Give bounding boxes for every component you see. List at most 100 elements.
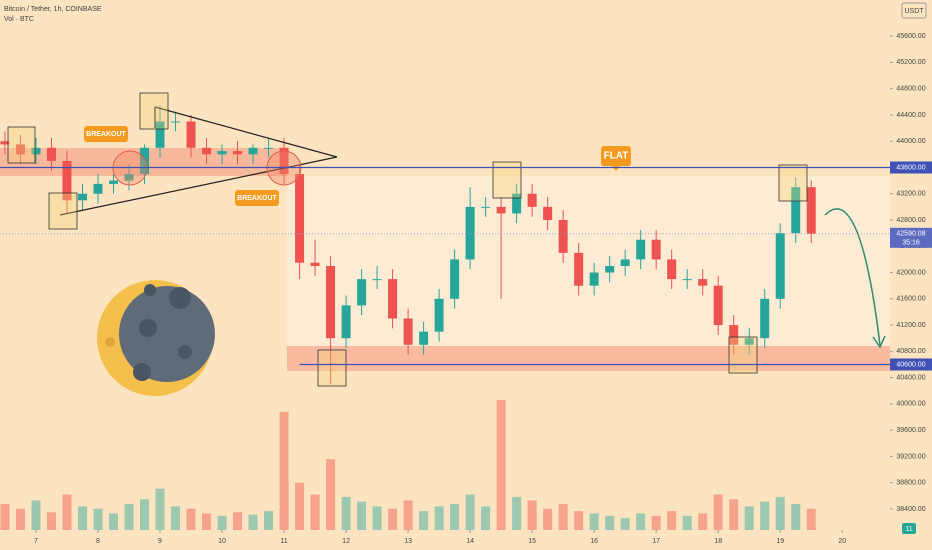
triangle-line <box>59 156 338 216</box>
candle-body <box>465 206 475 260</box>
volume-bar <box>806 508 816 530</box>
volume-bar <box>605 515 615 530</box>
candle-body <box>682 279 692 281</box>
annotation-pointer <box>612 166 620 171</box>
volume-bar <box>140 499 150 530</box>
volume-bar <box>46 512 56 530</box>
volume-bar <box>775 496 785 530</box>
crater <box>178 345 192 359</box>
candle-body <box>667 259 677 280</box>
volume-bar <box>698 513 708 530</box>
volume-bar <box>202 513 212 530</box>
volume-bar <box>512 496 522 530</box>
triangle-line <box>154 106 338 158</box>
volume-bar <box>682 515 692 530</box>
x-tick-label: 15 <box>528 538 536 545</box>
volume-bar <box>574 511 584 530</box>
candle-body <box>15 144 25 155</box>
candle-body <box>279 147 289 175</box>
annotation: BREAKOUT <box>86 131 126 138</box>
candle-body <box>651 239 661 260</box>
volume-bar <box>108 513 118 530</box>
candle-body <box>295 174 305 263</box>
currency: USDT <box>904 8 924 15</box>
volume-bar <box>93 508 103 530</box>
volume-bar <box>217 515 227 530</box>
y-tick-label: 42000.00 <box>896 269 925 276</box>
candle-body <box>496 206 506 214</box>
volume-bar <box>620 518 630 530</box>
volume-bar <box>434 506 444 530</box>
box <box>7 126 36 164</box>
x-tick-label: 8 <box>96 538 100 545</box>
box <box>48 192 78 230</box>
candle-body <box>202 147 212 155</box>
candle-body <box>388 279 398 319</box>
volume-bar <box>77 506 87 530</box>
annotation: BREAKOUT <box>237 195 277 202</box>
volume-bar <box>636 513 646 530</box>
level-tag <box>890 358 932 371</box>
y-tick-label: 38800.00 <box>896 480 925 487</box>
current-price-tag <box>890 227 932 248</box>
candle-body <box>512 193 522 214</box>
triangle <box>59 106 338 216</box>
candle-body <box>450 259 460 299</box>
candle-body <box>744 338 754 345</box>
candle-body <box>589 272 599 286</box>
candle-body <box>264 147 274 149</box>
volume-bar <box>186 508 196 530</box>
volume-bar <box>155 488 165 530</box>
x-tick-label: 7 <box>34 538 38 545</box>
countdown: 35:16 <box>902 240 920 247</box>
candle-body <box>636 239 646 260</box>
volume-bar <box>326 459 336 530</box>
volume-bar <box>481 506 491 530</box>
volume-bar <box>248 514 258 530</box>
y-tick-label: 44000.00 <box>896 138 925 145</box>
candle-body <box>326 265 336 339</box>
volume-bar <box>279 411 289 530</box>
symbol: Bitcoin / Tether, 1h, COINBASE <box>4 6 102 13</box>
volume-bar <box>233 512 243 530</box>
candle-body <box>171 121 181 123</box>
volume-bar <box>667 511 677 530</box>
candle-body <box>760 298 770 339</box>
candle-body <box>806 187 816 234</box>
volume-bar <box>419 511 429 530</box>
annotation-box <box>601 146 631 166</box>
candle-body <box>46 147 56 161</box>
y-tick-label: 45600.00 <box>896 33 925 40</box>
volume-bar <box>295 482 305 530</box>
volume-bar <box>62 494 72 530</box>
y-tick-label: 42800.00 <box>896 217 925 224</box>
moon <box>97 280 215 396</box>
moon-shadow <box>119 286 215 382</box>
volume-bar <box>0 504 10 530</box>
volume-bar <box>341 496 351 530</box>
candle-body <box>93 183 103 194</box>
candle-body <box>605 265 615 273</box>
candle-body <box>775 233 785 299</box>
candle-body <box>62 160 72 201</box>
y-tick-label: 41600.00 <box>896 296 925 303</box>
volume-bar <box>744 506 754 530</box>
projection-arrow <box>824 208 881 346</box>
candle-body <box>434 298 444 332</box>
x-tick-label: 16 <box>590 538 598 545</box>
volume-bar <box>589 513 599 530</box>
candle-body <box>108 180 118 184</box>
y-tick-label: 39200.00 <box>896 453 925 460</box>
candle-body <box>729 325 739 345</box>
volume-bar <box>264 511 274 530</box>
y-tick-label: 40800.00 <box>896 348 925 355</box>
price-axis <box>890 0 932 530</box>
y-tick-label: 40400.00 <box>896 374 925 381</box>
arrow-head <box>872 335 886 349</box>
badge-text: 11 <box>905 526 912 533</box>
crater <box>169 287 191 309</box>
candle-body <box>403 318 413 345</box>
candle-body <box>310 262 320 266</box>
x-tick-label: 11 <box>280 538 287 545</box>
y-tick-label: 40000.00 <box>896 401 925 408</box>
